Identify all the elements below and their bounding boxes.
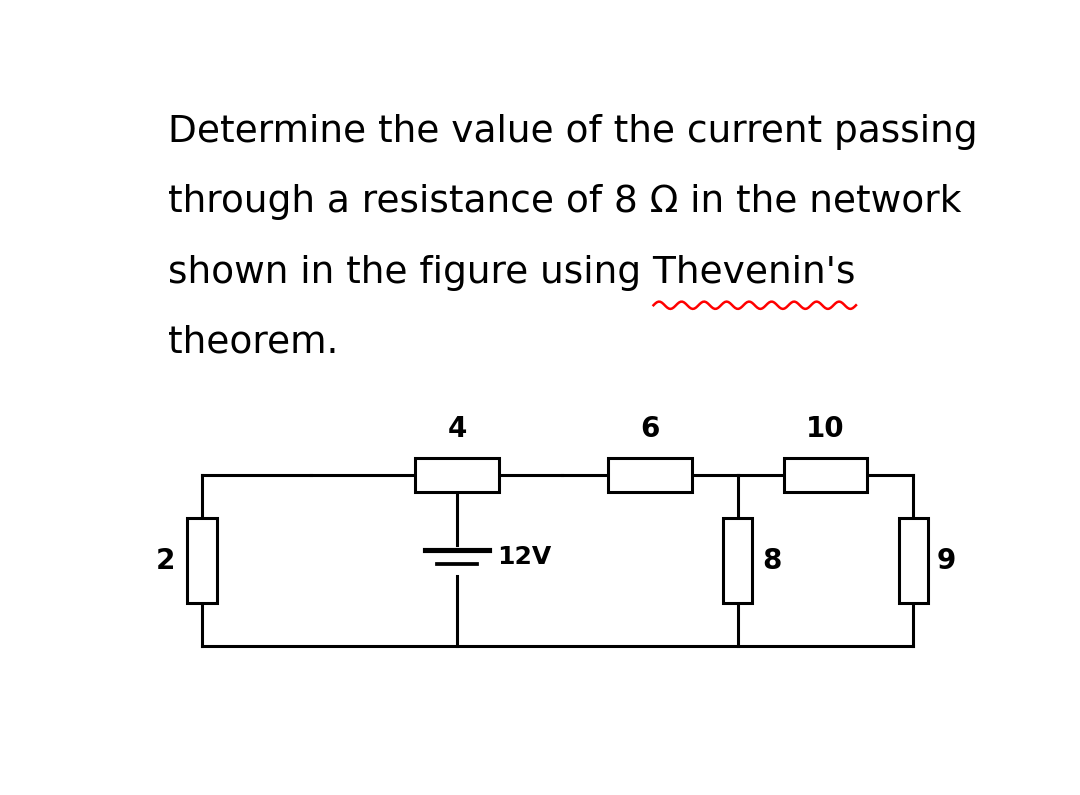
Text: 2: 2 [156, 547, 175, 575]
Bar [899, 518, 928, 603]
Bar [416, 458, 499, 492]
Bar [784, 458, 867, 492]
Text: 9: 9 [936, 547, 956, 575]
Bar [608, 458, 691, 492]
Bar [723, 518, 753, 603]
Text: shown in the figure using Thevenin's: shown in the figure using Thevenin's [168, 254, 856, 290]
Text: 12V: 12V [498, 545, 552, 569]
Text: theorem.: theorem. [168, 325, 339, 361]
Bar [187, 518, 217, 603]
Text: 6: 6 [640, 415, 660, 443]
Text: 8: 8 [762, 547, 782, 575]
Text: 4: 4 [447, 415, 467, 443]
Text: Determine the value of the current passing: Determine the value of the current passi… [168, 114, 978, 149]
Text: 10: 10 [806, 415, 845, 443]
Text: through a resistance of 8 Ω in the network: through a resistance of 8 Ω in the netwo… [168, 184, 962, 220]
